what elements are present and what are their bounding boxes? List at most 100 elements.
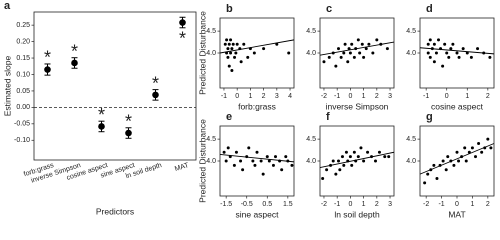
- point: [230, 69, 234, 72]
- point: [234, 51, 238, 55]
- y-tick-label: 4.5: [306, 136, 316, 143]
- point: [359, 146, 363, 150]
- y-tick-label: 4.0: [306, 50, 316, 57]
- x-tick-label: -1: [438, 201, 444, 208]
- point: [265, 155, 269, 159]
- x-tick-label: 1: [248, 93, 252, 100]
- point: [44, 66, 51, 73]
- point: [443, 42, 447, 46]
- point: [251, 159, 255, 163]
- point: [246, 55, 250, 59]
- panel-label: g: [426, 111, 433, 123]
- point: [470, 146, 474, 150]
- point: [364, 47, 368, 51]
- point: [432, 42, 436, 46]
- point: [366, 150, 370, 154]
- point: [352, 150, 356, 154]
- point: [432, 60, 436, 64]
- x-tick-label: 2: [486, 93, 490, 100]
- plot-frame: [419, 125, 495, 197]
- point: [229, 51, 233, 55]
- point: [322, 60, 326, 64]
- point: [489, 146, 493, 150]
- x-tick-label: -1: [334, 201, 340, 208]
- point: [253, 163, 257, 167]
- point: [234, 150, 238, 154]
- point: [346, 60, 350, 64]
- point: [347, 47, 351, 51]
- point: [477, 142, 481, 145]
- point: [387, 155, 391, 159]
- y-tick-label: 0.25: [16, 22, 30, 29]
- panel-label: a: [4, 0, 11, 12]
- x-tick-label: 0: [455, 201, 459, 208]
- point: [321, 177, 325, 180]
- point: [280, 168, 284, 172]
- point: [374, 159, 377, 163]
- y-tick-label: 0.20: [16, 38, 30, 45]
- x-tick-label: 0: [445, 93, 449, 100]
- point: [339, 55, 343, 59]
- x-axis-title: inverse Simpson: [326, 101, 389, 111]
- y-axis-title: Predicted Disturbance: [197, 119, 207, 203]
- point: [290, 163, 294, 167]
- y-tick-label: 0.00: [16, 104, 30, 111]
- point: [360, 42, 364, 46]
- point: [385, 47, 389, 51]
- y-tick-label: 4.5: [406, 28, 416, 35]
- significance-marker: *: [179, 29, 186, 49]
- point: [337, 159, 340, 163]
- y-tick-label: 4.5: [206, 136, 216, 143]
- point: [222, 150, 226, 154]
- point: [461, 47, 465, 51]
- point: [426, 172, 430, 176]
- point: [247, 146, 251, 150]
- point: [449, 47, 453, 51]
- y-tick-label: 4.5: [206, 28, 216, 35]
- point: [239, 60, 243, 64]
- point: [287, 51, 291, 55]
- figure: a Estimated slope Predictors -0.10 -0.05 0.00…: [2, 0, 495, 219]
- point: [486, 137, 490, 141]
- point: [226, 146, 230, 150]
- y-tick-label: -0.10: [14, 137, 30, 144]
- panel-label: d: [426, 3, 433, 15]
- point: [342, 163, 346, 167]
- x-axis-title: MAT: [448, 209, 465, 219]
- x-tick-label: 1: [470, 201, 474, 208]
- point: [241, 168, 245, 172]
- y-tick-label: -0.05: [14, 121, 30, 128]
- point: [224, 159, 228, 163]
- point: [340, 155, 344, 159]
- point: [179, 19, 186, 26]
- point: [334, 64, 338, 68]
- point: [337, 47, 340, 51]
- point: [71, 59, 78, 67]
- x-tick-label: -1: [334, 93, 340, 100]
- x-tick-label: 0.5: [262, 201, 272, 208]
- significance-marker: *: [71, 41, 78, 61]
- fit-line: [419, 47, 495, 55]
- point: [457, 55, 461, 59]
- point: [271, 163, 275, 167]
- point: [476, 47, 480, 51]
- fit-line: [419, 143, 495, 175]
- panel-label: f: [326, 111, 330, 123]
- x-tick-label: 4: [288, 93, 292, 100]
- point: [488, 55, 492, 59]
- point: [350, 163, 354, 167]
- point: [226, 47, 230, 51]
- x-tick-label: 2: [486, 201, 490, 208]
- point: [235, 42, 239, 46]
- point: [446, 155, 450, 159]
- x-tick-label: 0: [348, 201, 352, 208]
- point: [444, 168, 448, 172]
- point: [344, 150, 348, 154]
- x-tick-label: 1: [465, 93, 469, 100]
- x-tick-label: 2: [375, 93, 379, 100]
- point: [383, 155, 387, 159]
- x-tick-label: 2: [375, 201, 379, 208]
- point: [350, 42, 354, 46]
- x-tick-label: -1: [423, 93, 429, 100]
- point: [252, 51, 256, 55]
